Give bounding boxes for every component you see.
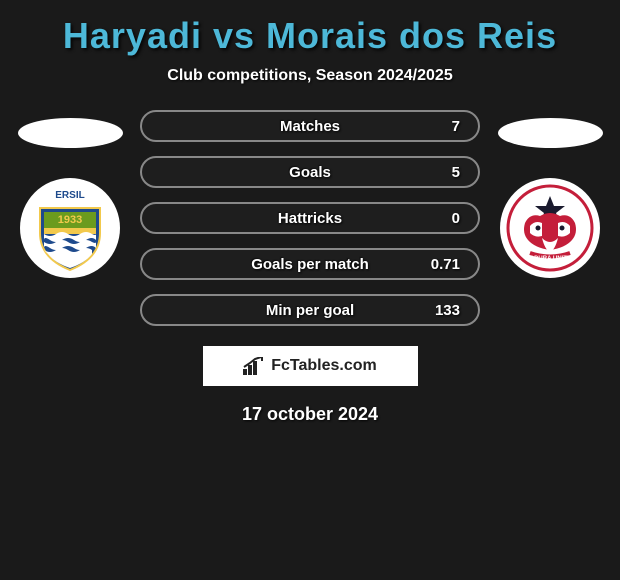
comparison-card: Haryadi vs Morais dos Reis Club competit…: [0, 0, 620, 425]
page-title: Haryadi vs Morais dos Reis: [0, 0, 620, 67]
stat-row-goals: Goals 5: [140, 156, 480, 188]
persib-logo-icon: ERSIL 1933: [20, 178, 120, 278]
stat-label: Matches: [280, 118, 340, 135]
stat-label: Goals: [289, 164, 331, 181]
chart-icon: [243, 357, 265, 375]
stat-label: Hattricks: [278, 210, 342, 227]
stat-label: Min per goal: [266, 302, 354, 319]
stat-value-right: 133: [435, 302, 460, 319]
stat-value-right: 7: [452, 118, 460, 135]
left-club-badge: ERSIL 1933: [20, 178, 120, 278]
stat-row-min-per-goal: Min per goal 133: [140, 294, 480, 326]
stat-value-right: 0: [452, 210, 460, 227]
stat-row-hattricks: Hattricks 0: [140, 202, 480, 234]
persib-year-text: 1933: [58, 214, 82, 226]
date-text: 17 october 2024: [0, 404, 620, 425]
madura-name-text: MADURA UNITED: [525, 256, 576, 262]
stat-label: Goals per match: [251, 256, 369, 273]
persib-name-text: ERSIL: [55, 190, 84, 201]
stat-row-matches: Matches 7: [140, 110, 480, 142]
left-player-oval: [18, 118, 123, 148]
right-player-oval: [498, 118, 603, 148]
subtitle: Club competitions, Season 2024/2025: [0, 67, 620, 85]
stat-value-right: 5: [452, 164, 460, 181]
right-club-badge: MADURA UNITED: [500, 178, 600, 278]
left-player-col: ERSIL 1933: [10, 110, 130, 278]
stats-column: Matches 7 Goals 5 Hattricks 0 Goals per …: [140, 110, 480, 326]
madura-logo-icon: MADURA UNITED: [500, 178, 600, 278]
stat-value-right: 0.71: [431, 256, 460, 273]
stat-row-goals-per-match: Goals per match 0.71: [140, 248, 480, 280]
main-row: ERSIL 1933 Matches 7 Goals 5 Hattricks 0…: [0, 110, 620, 326]
brand-footer[interactable]: FcTables.com: [203, 346, 418, 386]
right-player-col: MADURA UNITED: [490, 110, 610, 278]
brand-text: FcTables.com: [271, 357, 377, 375]
